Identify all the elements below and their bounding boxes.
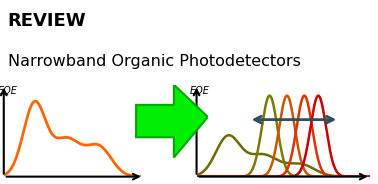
Text: REVIEW: REVIEW: [8, 13, 86, 30]
Text: EQE: EQE: [190, 86, 209, 96]
Polygon shape: [136, 85, 208, 158]
Text: Narrowband Organic Photodetectors: Narrowband Organic Photodetectors: [8, 54, 301, 69]
Text: EQE: EQE: [0, 86, 18, 96]
